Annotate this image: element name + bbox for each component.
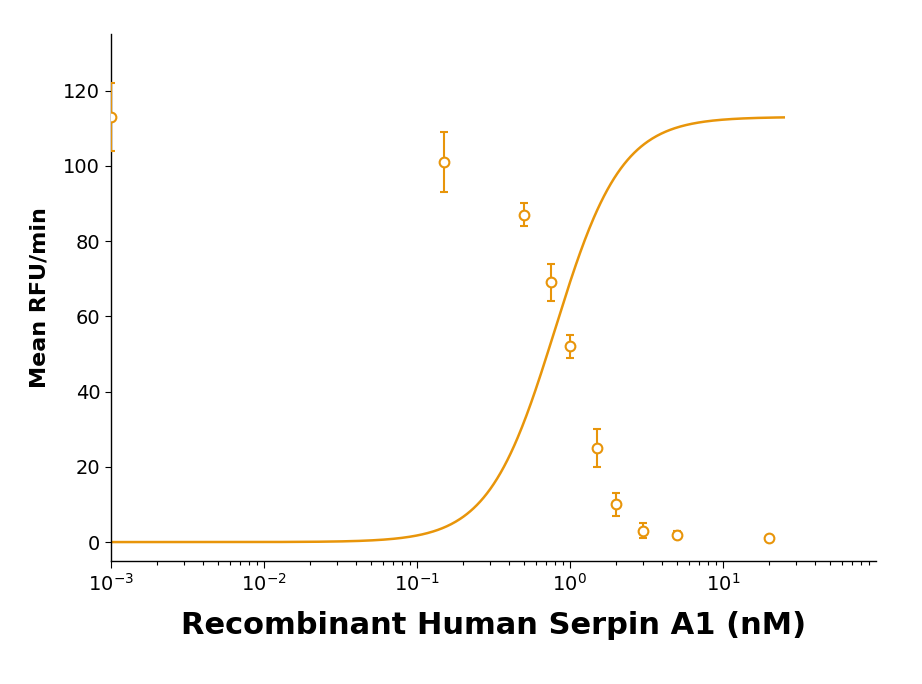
X-axis label: Recombinant Human Serpin A1 (nM): Recombinant Human Serpin A1 (nM) (181, 611, 806, 640)
Y-axis label: Mean RFU/min: Mean RFU/min (30, 207, 50, 388)
